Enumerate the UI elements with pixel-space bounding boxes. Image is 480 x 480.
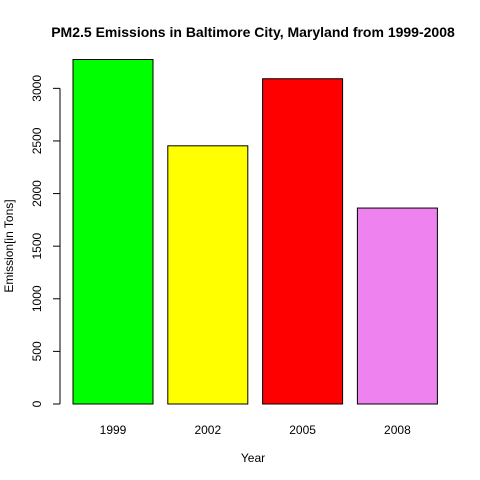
y-tick-label: 1000 — [30, 285, 44, 312]
x-tick-label: 2005 — [289, 423, 316, 437]
bar-2008 — [356, 207, 438, 405]
y-tick-label: 3000 — [30, 75, 44, 102]
x-tick-labels: 1999 2002 2005 2008 — [100, 423, 411, 437]
x-tick-label: 2002 — [194, 423, 221, 437]
x-tick-label: 1999 — [100, 423, 127, 437]
y-tick-label: 1500 — [30, 233, 44, 260]
y-tick-label: 2500 — [30, 127, 44, 154]
y-tick-label: 2000 — [30, 180, 44, 207]
bars-group — [72, 59, 438, 405]
y-tick-label: 0 — [30, 400, 44, 407]
chart-title: PM2.5 Emissions in Baltimore City, Maryl… — [51, 24, 455, 40]
x-axis-label: Year — [241, 451, 265, 465]
y-tick-label: 500 — [30, 341, 44, 361]
bar-2005 — [262, 78, 344, 405]
bar-1999 — [72, 59, 154, 405]
y-axis: 0 500 1000 1500 2000 2500 3000 — [30, 75, 61, 407]
x-tick-label: 2008 — [384, 423, 411, 437]
y-axis-label: Emission[in Tons] — [2, 199, 16, 292]
bar-2002 — [167, 145, 249, 405]
